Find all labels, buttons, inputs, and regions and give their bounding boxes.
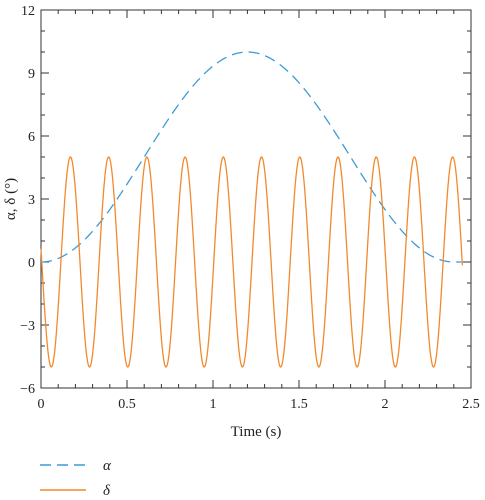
y-tick-label: 9 [28,67,35,82]
y-tick-label: −3 [20,319,35,334]
x-axis-label: Time (s) [231,424,282,440]
legend: α δ [40,458,112,499]
x-tick-label: 0.5 [118,397,136,412]
y-axis-label: α, δ (°) [3,178,19,220]
series-group [40,51,464,368]
series-delta-line [40,156,464,368]
axis-ticks [40,9,472,389]
y-tick-label: 12 [21,4,35,19]
series-alpha-line [40,51,463,263]
x-tick-label: 0 [38,397,45,412]
x-tick-label: 1.5 [290,397,308,412]
y-tick-label: 0 [28,256,35,271]
axis-tick-labels: 0 0.5 1 1.5 2 2.5 −6 −3 0 3 6 9 12 [20,4,480,412]
y-tick-label: 6 [28,130,35,145]
x-tick-label: 2 [382,397,389,412]
legend-delta-label: δ [103,483,111,499]
y-tick-label: −6 [20,382,35,397]
x-tick-label: 2.5 [462,397,480,412]
legend-alpha-label: α [103,458,112,474]
y-tick-label: 3 [28,193,35,208]
x-tick-label: 1 [210,397,217,412]
